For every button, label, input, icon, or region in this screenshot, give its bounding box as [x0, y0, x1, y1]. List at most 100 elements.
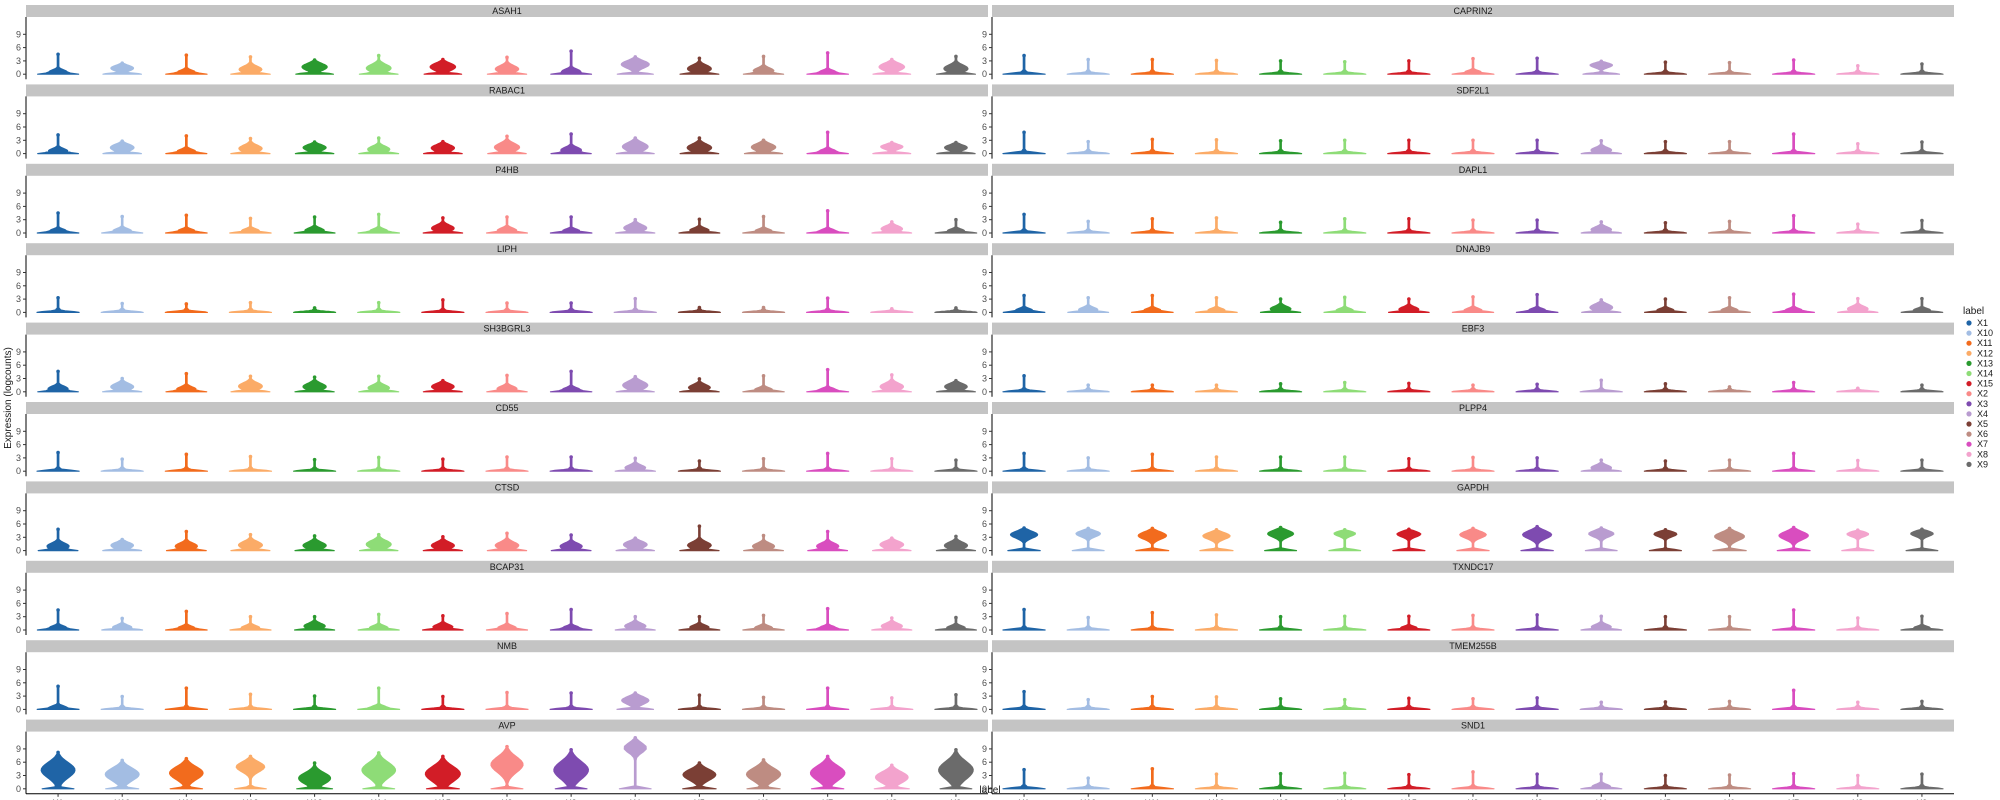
- violin-rabac1-x8: [872, 140, 912, 155]
- violin-max-point: [1407, 696, 1411, 701]
- violin-shape: [101, 216, 144, 234]
- y-tick-label: 9: [982, 506, 987, 516]
- y-tick-label: 0: [982, 307, 987, 317]
- violin-max-point: [825, 529, 830, 534]
- violin-max-point: [1214, 295, 1219, 300]
- strip-background: [992, 640, 1954, 653]
- violin-max-point: [1535, 292, 1539, 297]
- violin-gapdh-x10: [1071, 526, 1105, 552]
- violin-caprin2-x3: [1515, 56, 1559, 75]
- violin-max-point: [1663, 221, 1668, 225]
- y-tick-label: 6: [982, 201, 987, 211]
- violin-max-point: [1471, 613, 1475, 618]
- violin-tmem255b-x4: [1579, 700, 1623, 710]
- violin-max-point: [697, 524, 702, 529]
- violin-sh3bgrl3-x1: [37, 369, 79, 393]
- violin-tmem255b-x1: [1002, 689, 1046, 710]
- violin-max-point: [1022, 212, 1026, 217]
- violin-p4hb-x11: [165, 213, 208, 234]
- violin-shape: [294, 616, 336, 631]
- violin-ctsd-x3: [550, 533, 592, 552]
- violin-plpp4-x2: [1451, 455, 1495, 472]
- violin-rabac1-x11: [165, 134, 208, 155]
- violin-max-point: [1214, 216, 1219, 220]
- violin-shape: [165, 373, 208, 393]
- violin-cd55-x6: [741, 456, 786, 472]
- violin-sh3bgrl3-x14: [358, 374, 400, 393]
- violin-nmb-x13: [293, 694, 337, 710]
- violin-dapl1-x11: [1130, 217, 1174, 234]
- violin-p4hb-x15: [422, 216, 464, 234]
- violin-max-point: [1407, 527, 1411, 532]
- violin-max-point: [184, 213, 189, 218]
- violin-max-point: [376, 532, 381, 537]
- violin-max-point: [633, 736, 638, 740]
- violin-shape: [1130, 453, 1174, 472]
- strip-background: [26, 719, 988, 732]
- violin-plpp4-x13: [1259, 455, 1303, 472]
- violin-shape: [293, 216, 336, 234]
- violin-max-point: [1342, 295, 1347, 300]
- legend-entry-x7: X7: [1966, 439, 1988, 449]
- violin-shape: [1388, 298, 1430, 313]
- violin-asah1-x14: [358, 53, 399, 75]
- violin-max-point: [248, 532, 253, 537]
- violin-shape: [229, 217, 272, 234]
- violin-liph-x11: [164, 302, 208, 313]
- violin-asah1-x4: [616, 55, 654, 75]
- violin-max-point: [1022, 130, 1026, 135]
- violin-max-point: [1022, 374, 1026, 378]
- strip-label: TMEM255B: [1449, 641, 1497, 651]
- violin-ebf3-x1: [1002, 374, 1046, 393]
- violin-dapl1-x14: [1323, 217, 1367, 234]
- violin-max-point: [633, 374, 638, 379]
- violin-dnajb9-x8: [1837, 296, 1879, 313]
- legend-label: X7: [1977, 439, 1988, 449]
- violin-max-point: [1150, 57, 1155, 62]
- violin-max-point: [312, 457, 317, 462]
- violin-max-point: [1920, 62, 1924, 66]
- violin-shape: [1648, 529, 1682, 552]
- violin-max-point: [1278, 138, 1283, 143]
- violin-max-point: [184, 529, 189, 534]
- x-tick-label: X6: [758, 798, 769, 800]
- panel-asah1: ASAH1 0 3 6 9: [16, 5, 988, 80]
- violin-avp-x2: [490, 744, 524, 790]
- violin-txndc17-x3: [1515, 613, 1559, 631]
- violin-max-point: [825, 209, 830, 213]
- violin-shape: [486, 56, 528, 75]
- violin-max-point: [248, 692, 253, 697]
- violin-shape: [361, 752, 397, 790]
- violin-avp-x4: [618, 736, 652, 790]
- violin-shape: [1259, 140, 1303, 155]
- violin-max-point: [1022, 53, 1026, 58]
- violin-avp-x7: [809, 754, 846, 790]
- violin-sh3bgrl3-x4: [615, 374, 655, 393]
- violin-shape: [1199, 529, 1234, 552]
- violin-max-point: [312, 614, 317, 619]
- violin-max-point: [1663, 614, 1668, 619]
- violin-shape: [485, 456, 529, 472]
- violin-max-point: [1856, 222, 1860, 226]
- violin-asah1-x6: [742, 54, 785, 75]
- panel-sh3bgrl3: SH3BGRL3 0 3 6 9: [16, 322, 988, 397]
- violin-max-point: [376, 686, 381, 690]
- violin-max-point: [505, 134, 509, 139]
- violin-ebf3-x5: [1643, 382, 1687, 393]
- violin-liph-x7: [806, 296, 850, 313]
- violin-snd1-x5: [1643, 773, 1687, 790]
- legend-entry-x6: X6: [1966, 429, 1988, 439]
- violin-plpp4-x11: [1130, 452, 1174, 472]
- violin-shape: [1135, 527, 1170, 552]
- violin-p4hb-x3: [549, 215, 593, 234]
- violin-caprin2-x13: [1259, 59, 1303, 75]
- violin-shape: [1387, 774, 1431, 790]
- violin-shape: [618, 737, 652, 790]
- violin-bcap31-x13: [294, 614, 336, 631]
- violin-ctsd-x5: [679, 524, 720, 552]
- violin-max-point: [1214, 383, 1219, 387]
- violin-snd1-x9: [1900, 772, 1944, 790]
- violin-max-point: [1086, 219, 1090, 224]
- violin-shape: [1515, 773, 1559, 790]
- violin-max-point: [1342, 614, 1347, 619]
